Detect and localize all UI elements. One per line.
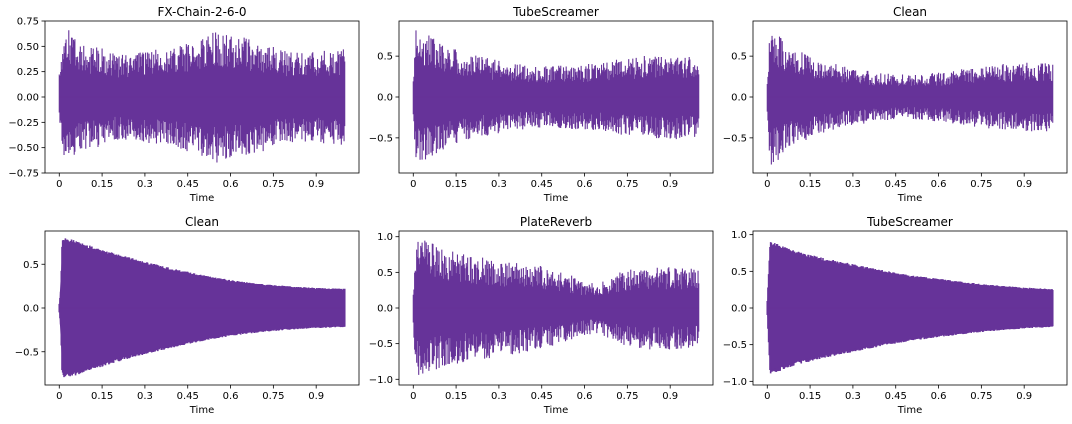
subplot-title: FX-Chain-2-6-0 [157,5,246,19]
x-tick-label: 0.9 [308,179,324,190]
x-tick-label: 0.45 [177,391,199,402]
x-axis-label: Time [897,405,922,416]
y-tick-label: 0.0 [377,304,393,315]
y-tick-label: 0.50 [17,42,39,53]
x-tick-label: 0.75 [616,179,638,190]
subplot-6: 0 0.15 0.3 0.45 0.6 0.75 0.9 1.0 0.5 0.0 −0.5 −1.0 T… [723,215,1068,416]
x-tick-label: 0.3 [137,179,153,190]
x-tick-label: 0.75 [616,391,638,402]
y-tick-label: −0.5 [369,133,393,144]
x-tick-label: 0 [56,179,62,190]
x-tick-label: 0.3 [491,391,507,402]
x-tick-label: 0.9 [662,391,678,402]
x-tick-label: 0.45 [531,391,553,402]
y-tick-label: 0.75 [17,17,39,28]
x-axis-label: Time [543,405,568,416]
subplot-4: 0 0.15 0.3 0.45 0.6 0.75 0.9 0.5 0.0 −0.5 Time Clea… [15,215,360,416]
y-tick-label: −0.25 [8,118,39,129]
subplot-title: TubeScreamer [512,5,599,19]
x-tick-label: 0.75 [262,179,284,190]
x-tick-label: 0 [56,391,62,402]
x-tick-label: 0.3 [845,391,861,402]
subplot-title: TubeScreamer [866,215,953,229]
y-tick-label: 0.5 [731,52,747,63]
y-tick-label: 0.25 [17,67,39,78]
x-tick-label: 0.6 [931,391,947,402]
x-tick-label: 0.6 [577,179,593,190]
x-tick-label: 0 [410,179,416,190]
y-tick-label: −1.0 [369,375,393,386]
x-tick-label: 0.9 [1016,391,1032,402]
x-tick-label: 0.15 [445,179,467,190]
y-tick-label: −0.5 [723,340,747,351]
x-tick-label: 0.75 [970,179,992,190]
y-tick-label: −0.5 [723,133,747,144]
x-tick-label: 0 [764,391,770,402]
x-tick-label: 0.3 [137,391,153,402]
y-tick-label: 0.5 [377,52,393,63]
subplot-3: 0 0.15 0.3 0.45 0.6 0.75 0.9 0.5 0.0 −0.5 Time Clea… [723,5,1068,204]
subplot-1: 0 0.15 0.3 0.45 0.6 0.75 0.9 0.75 0.50 0.25 0.00 −0… [8,5,360,204]
subplot-title: PlateReverb [520,215,592,229]
y-tick-label: −0.50 [8,143,39,154]
subplot-2: 0 0.15 0.3 0.45 0.6 0.75 0.9 0.5 0.0 −0.5 Time Tube… [369,5,714,204]
x-tick-label: 0 [764,179,770,190]
x-tick-label: 0.9 [1016,179,1032,190]
x-tick-label: 0.9 [308,391,324,402]
y-tick-label: 0.5 [731,267,747,278]
subplot-5: 0 0.15 0.3 0.45 0.6 0.75 0.9 1.0 0.5 0.0 −0.5 −1.0 T… [369,215,714,416]
y-tick-label: 0.0 [731,304,747,315]
x-tick-label: 0.6 [577,391,593,402]
y-tick-label: 1.0 [731,230,747,241]
x-tick-label: 0.15 [799,391,821,402]
x-tick-label: 0.9 [662,179,678,190]
x-tick-label: 0.15 [799,179,821,190]
x-tick-label: 0.45 [531,179,553,190]
y-tick-label: 0.5 [23,260,39,271]
y-tick-label: −1.0 [723,377,747,388]
y-tick-label: 0.0 [731,93,747,104]
x-tick-label: 0.45 [177,179,199,190]
subplot-title: Clean [185,215,219,229]
x-axis-label: Time [189,405,214,416]
x-axis-label: Time [897,193,922,204]
x-tick-label: 0.45 [885,179,907,190]
y-tick-label: −0.75 [8,169,39,180]
subplot-title: Clean [893,5,927,19]
x-tick-label: 0.6 [223,391,239,402]
x-tick-label: 0.6 [223,179,239,190]
x-tick-label: 0 [410,391,416,402]
y-tick-label: 0.5 [377,268,393,279]
x-tick-label: 0.6 [931,179,947,190]
y-tick-label: 0.0 [23,304,39,315]
y-tick-label: −0.5 [369,339,393,350]
x-tick-label: 0.3 [845,179,861,190]
y-tick-label: 0.00 [17,93,39,104]
x-tick-label: 0.15 [91,391,113,402]
y-tick-label: −0.5 [15,347,39,358]
x-tick-label: 0.75 [262,391,284,402]
x-axis-label: Time [189,193,214,204]
y-tick-label: 1.0 [377,232,393,243]
x-tick-label: 0.3 [491,179,507,190]
x-tick-label: 0.45 [885,391,907,402]
x-axis-label: Time [543,193,568,204]
x-tick-label: 0.15 [91,179,113,190]
y-tick-label: 0.0 [377,93,393,104]
x-tick-label: 0.15 [445,391,467,402]
x-tick-label: 0.75 [970,391,992,402]
